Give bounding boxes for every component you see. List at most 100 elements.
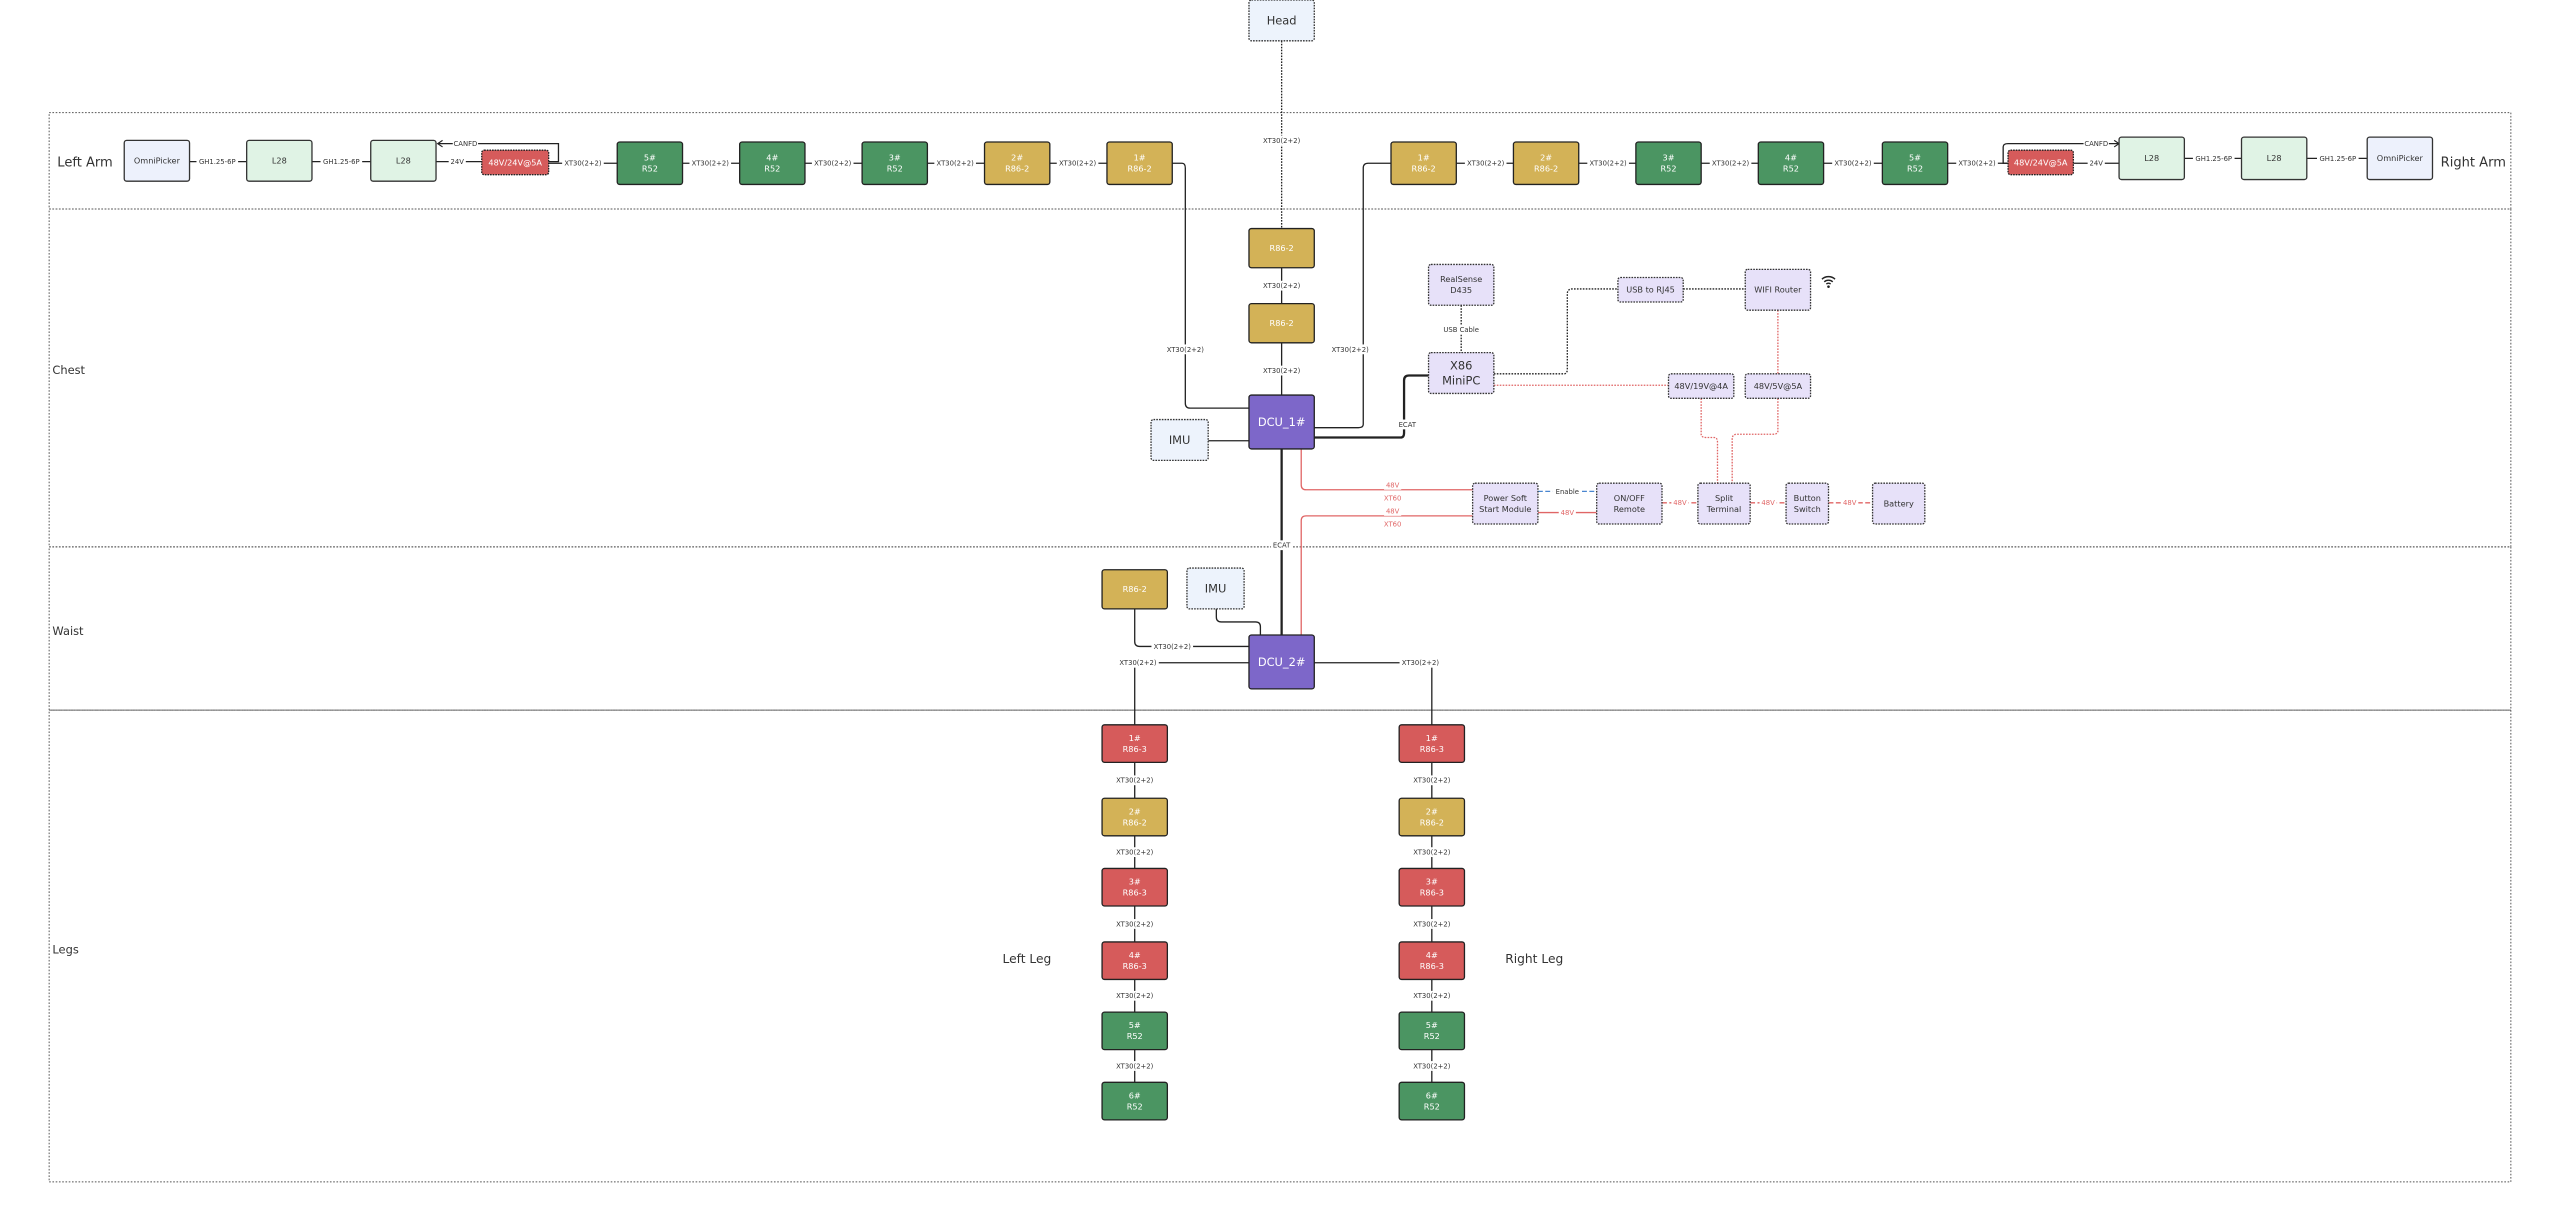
node-ra-4[interactable]: 4#R52	[1757, 141, 1825, 186]
node-la-3[interactable]: 3#R52	[861, 141, 929, 186]
node-la-l28b[interactable]: L28	[370, 139, 437, 182]
node-ll-3[interactable]: 3#R86-3	[1101, 867, 1169, 907]
node-label: Split	[1715, 493, 1733, 503]
node-box	[1101, 941, 1169, 981]
node-box	[1785, 482, 1830, 525]
node-usb-rj45[interactable]: USB to RJ45	[1617, 276, 1684, 303]
node-ra-omni[interactable]: OmniPicker	[2366, 136, 2434, 181]
connection-label: XT60	[1384, 494, 1401, 502]
node-rl-5[interactable]: 5#R52	[1398, 1011, 1466, 1051]
node-ra-conv[interactable]: 48V/24V@5A	[2007, 149, 2075, 176]
node-box	[616, 141, 684, 186]
node-label: 48V/19V@4A	[1674, 381, 1728, 391]
connection-label: XT30(2+2)	[937, 160, 975, 168]
connection-label: ECAT	[1273, 542, 1291, 550]
node-label: R86-3	[1420, 961, 1444, 971]
node-la-conv[interactable]: 48V/24V@5A	[481, 149, 550, 176]
node-neck-2[interactable]: R86-2	[1248, 302, 1315, 344]
node-la-5[interactable]: 5#R52	[616, 141, 684, 186]
node-ra-3[interactable]: 3#R52	[1635, 141, 1702, 186]
node-box	[1596, 482, 1663, 525]
node-label: R86-2	[1128, 164, 1152, 174]
label-background	[196, 156, 239, 167]
node-box	[1398, 724, 1466, 763]
connection-label: XT30(2+2)	[1263, 137, 1301, 145]
node-battery[interactable]: Battery	[1871, 482, 1926, 525]
label-background	[1113, 847, 1156, 858]
node-label: MiniPC	[1442, 374, 1480, 388]
node-label: 1#	[1418, 153, 1430, 163]
node-imu1[interactable]: IMU	[1150, 418, 1209, 461]
node-label: 4#	[766, 153, 778, 163]
region-label-right-arm: Right Arm	[2441, 156, 2506, 171]
label-background	[1956, 158, 1998, 169]
node-waist-r86[interactable]: R86-2	[1101, 569, 1169, 610]
connection-ra7: GH1.25-6P	[2184, 153, 2242, 164]
label-background	[452, 138, 479, 149]
node-dcu2[interactable]: DCU_2#	[1248, 634, 1315, 690]
node-la-1[interactable]: 1#R86-2	[1106, 141, 1173, 186]
label-background	[1113, 1061, 1156, 1071]
connection-label: XT30(2+2)	[1154, 643, 1192, 651]
node-la-2[interactable]: 2#R86-2	[983, 141, 1051, 186]
node-box	[1617, 276, 1684, 303]
node-label: 4#	[1129, 950, 1141, 960]
node-minipc[interactable]: X86 MiniPC	[1427, 351, 1495, 395]
node-ra-2[interactable]: 2#R86-2	[1512, 141, 1580, 186]
node-dcu1[interactable]: DCU_1#	[1248, 394, 1315, 450]
node-rl-2[interactable]: 2#R86-2	[1398, 797, 1466, 837]
node-ll-2[interactable]: 2#R86-2	[1101, 797, 1169, 837]
connection-rl2: XT30(2+2)	[1411, 835, 1453, 869]
node-conv5[interactable]: 48V/5V@5A	[1744, 373, 1812, 399]
node-label: Power Soft	[1484, 493, 1527, 503]
node-ra-5[interactable]: 5#R52	[1881, 141, 1949, 186]
node-ra-l28a[interactable]: L28	[2118, 136, 2186, 181]
node-la-omni[interactable]: OmniPicker	[123, 139, 191, 182]
node-ll-1[interactable]: 1#R86-3	[1101, 724, 1169, 763]
node-label: 3#	[1129, 877, 1141, 887]
node-ra-1[interactable]: 1#R86-2	[1390, 141, 1457, 186]
node-ll-4[interactable]: 4#R86-3	[1101, 941, 1169, 981]
node-imu2[interactable]: IMU	[1186, 567, 1245, 610]
node-box	[1697, 482, 1751, 525]
connection-label: XT30(2+2)	[1116, 920, 1154, 928]
connection-pwr1: 48V XT60	[1300, 448, 1473, 503]
node-la-4[interactable]: 4#R52	[739, 141, 806, 186]
node-ll-5[interactable]: 5#R52	[1101, 1011, 1169, 1051]
node-box	[1398, 867, 1466, 907]
node-label: 1#	[1426, 733, 1438, 743]
node-rl-1[interactable]: 1#R86-3	[1398, 724, 1466, 763]
node-label: 48V/24V@5A	[488, 157, 542, 167]
node-label: R86-2	[1270, 243, 1294, 253]
node-la-l28a[interactable]: L28	[246, 139, 313, 182]
node-ra-l28b[interactable]: L28	[2240, 136, 2308, 181]
node-box	[861, 141, 929, 186]
connection-label: XT30(2+2)	[1116, 849, 1154, 857]
label-background	[1384, 479, 1402, 490]
node-rl-6[interactable]: 6#R52	[1398, 1081, 1466, 1121]
node-box	[2240, 136, 2308, 181]
connection-label: XT30(2+2)	[1116, 777, 1154, 785]
node-rl-3[interactable]: 3#R86-3	[1398, 867, 1466, 907]
connection-rl1: XT30(2+2)	[1411, 762, 1453, 799]
node-neck-1[interactable]: R86-2	[1248, 227, 1315, 269]
node-ll-6[interactable]: 6#R52	[1101, 1081, 1169, 1121]
node-rl-4[interactable]: 4#R86-3	[1398, 941, 1466, 981]
node-wifi[interactable]: WIFI Router	[1744, 268, 1812, 311]
connection-label: XT60	[1384, 520, 1401, 528]
node-box	[2007, 149, 2075, 176]
node-head[interactable]: Head	[1248, 0, 1315, 42]
node-conv19[interactable]: 48V/19V@4A	[1667, 373, 1735, 399]
region-label-left-arm: Left Arm	[57, 156, 112, 171]
node-label: 1#	[1129, 733, 1141, 743]
node-label: ON/OFF	[1614, 493, 1645, 503]
label-background	[1832, 158, 1874, 169]
connection-ra1: XT30(2+2)	[1456, 158, 1514, 169]
node-label: Battery	[1884, 498, 1914, 508]
